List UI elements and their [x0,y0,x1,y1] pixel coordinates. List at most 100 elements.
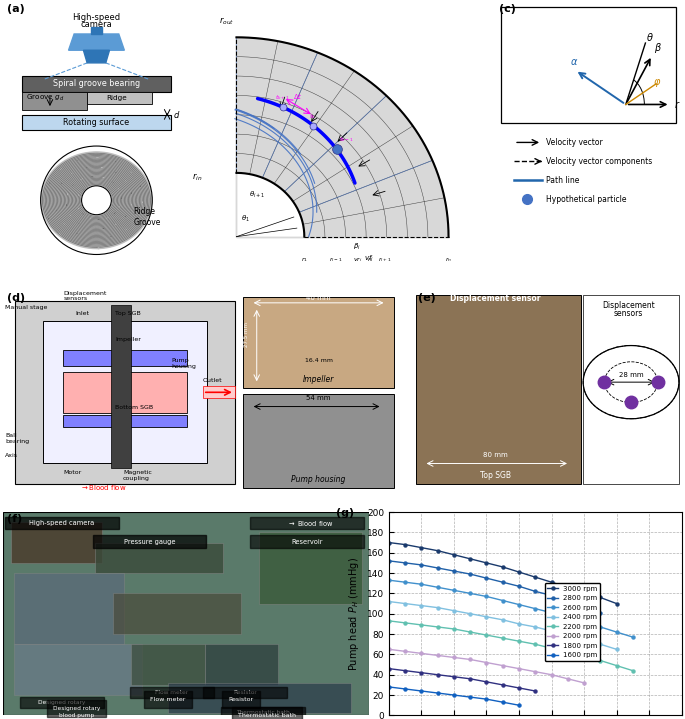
Text: $\theta$: $\theta$ [646,31,654,42]
Bar [14,573,124,644]
Text: Ball: Ball [5,433,17,438]
Bar [583,295,679,484]
Text: 80 mm: 80 mm [483,452,508,459]
Text: $t_{k-1}$: $t_{k-1}$ [339,135,353,145]
Text: High-speed: High-speed [73,13,121,22]
Bar [63,349,187,366]
Text: Bottom SGB: Bottom SGB [115,405,153,410]
Text: $r_{i+1}$: $r_{i+1}$ [378,255,392,264]
Text: $v f_i$: $v f_i$ [364,254,373,264]
Text: $\rightarrow$ Blood flow: $\rightarrow$ Blood flow [288,518,334,528]
Text: Top SGB: Top SGB [115,311,141,316]
Text: (c): (c) [499,4,516,14]
Text: (a): (a) [7,4,25,14]
Text: Groove $g_d$: Groove $g_d$ [26,93,64,104]
Text: Pressure gauge: Pressure gauge [124,539,175,544]
Text: coupling: coupling [123,476,150,481]
Bar [242,394,395,488]
Text: Axis: Axis [5,454,18,459]
Text: Path line: Path line [546,176,579,185]
Text: $\alpha$: $\alpha$ [570,57,578,67]
Text: $\Delta t$: $\Delta t$ [293,91,303,101]
Legend: 3000 rpm, 2800 rpm, 2600 rpm, 2400 rpm, 2200 rpm, 2000 rpm, 1800 rpm, 1600 rpm: 3000 rpm, 2800 rpm, 2600 rpm, 2400 rpm, … [545,582,600,661]
Bar [113,593,241,634]
Text: 54 mm: 54 mm [306,395,331,401]
FancyBboxPatch shape [20,697,104,708]
Bar [63,372,187,413]
Text: Top SGB: Top SGB [480,471,511,480]
Text: $r_i$: $r_i$ [367,255,373,264]
FancyBboxPatch shape [250,536,364,548]
Text: Pump: Pump [171,358,188,363]
Bar [87,92,152,104]
FancyBboxPatch shape [129,687,214,698]
Text: $r_n$: $r_n$ [445,255,452,264]
Text: Pump housing: Pump housing [291,475,346,484]
Text: Impeller: Impeller [115,337,141,342]
Text: blood pump: blood pump [59,713,95,718]
FancyBboxPatch shape [5,517,119,529]
Text: Flow meter: Flow meter [155,690,188,695]
Bar [112,209,130,215]
Circle shape [583,346,679,418]
Text: Reservoir: Reservoir [291,539,323,544]
Text: (g): (g) [336,508,354,518]
Text: $\theta_1$: $\theta_1$ [240,214,249,224]
Text: Outlet: Outlet [203,378,223,383]
Text: Designed rotary: Designed rotary [38,700,86,705]
Text: $r_{in}$: $r_{in}$ [192,171,203,183]
Text: (d): (d) [8,293,25,303]
Polygon shape [84,50,110,63]
Text: Resistor: Resistor [229,697,253,702]
Bar [112,219,130,226]
Text: Resistor: Resistor [233,690,257,695]
Text: $r$: $r$ [674,99,681,110]
Text: Spiral groove bearing: Spiral groove bearing [53,79,140,88]
Text: camera: camera [81,20,112,29]
Text: High-speed camera: High-speed camera [29,521,95,526]
Bar [260,532,362,603]
Bar [501,7,676,124]
Text: Designed rotary: Designed rotary [53,706,100,711]
Bar [63,415,187,427]
Text: sensors: sensors [63,296,88,301]
Text: $v r_i$: $v r_i$ [353,255,362,264]
Text: $\rightarrow$Blood flow: $\rightarrow$Blood flow [79,483,127,492]
Bar [14,644,142,695]
FancyBboxPatch shape [250,517,364,529]
Bar [111,305,131,467]
Text: $r_{i-1}$: $r_{i-1}$ [329,255,343,264]
Text: Motor: Motor [63,470,82,475]
Bar [15,301,235,484]
Polygon shape [68,34,125,50]
Text: (e): (e) [419,293,436,303]
Bar [242,297,395,388]
Polygon shape [91,27,102,34]
Text: 27.5 mm: 27.5 mm [245,321,249,347]
Text: Hypothetical particle: Hypothetical particle [546,195,626,204]
Bar [22,75,171,92]
FancyBboxPatch shape [93,536,206,548]
Bar [95,543,223,573]
Text: $\varphi$: $\varphi$ [653,76,661,88]
Text: Velocity vector: Velocity vector [546,138,603,147]
Text: sensors: sensors [614,309,643,318]
Text: 16.4 mm: 16.4 mm [305,358,332,363]
Wedge shape [236,37,449,237]
Bar [43,321,207,464]
Bar [416,295,580,484]
Bar [22,115,171,129]
Text: 40 mm: 40 mm [306,295,331,301]
Y-axis label: Pump head $P_H$ (mmHg): Pump head $P_H$ (mmHg) [347,557,361,671]
Bar [168,683,351,713]
Text: Thermostatic bath: Thermostatic bath [236,710,290,715]
FancyBboxPatch shape [203,687,287,698]
Text: $\beta_i$: $\beta_i$ [353,242,361,252]
Bar [205,644,277,685]
Text: (f): (f) [7,514,23,524]
Text: $t_{k+1}$: $t_{k+1}$ [275,93,290,102]
Text: Impeller: Impeller [303,375,334,384]
Text: $r_{out}$: $r_{out}$ [219,16,234,27]
Text: Manual stage: Manual stage [5,305,48,310]
Text: Ridge: Ridge [134,207,155,216]
